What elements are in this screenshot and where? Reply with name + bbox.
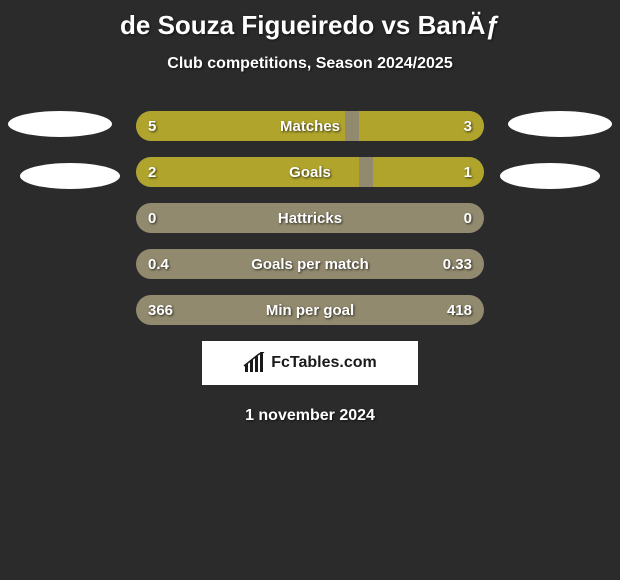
stat-value-left: 5 <box>148 111 156 141</box>
stat-label: Min per goal <box>136 295 484 325</box>
stat-label: Hattricks <box>136 203 484 233</box>
stat-value-right: 3 <box>464 111 472 141</box>
stat-value-right: 418 <box>447 295 472 325</box>
date-label: 1 november 2024 <box>0 407 620 425</box>
stat-row: Goals2 1 <box>0 157 620 187</box>
stat-row: Matches5 3 <box>0 111 620 141</box>
stat-row: Goals per match0.4 0.33 <box>0 249 620 279</box>
stat-label: Goals per match <box>136 249 484 279</box>
stat-value-left: 0.4 <box>148 249 169 279</box>
stat-value-left: 366 <box>148 295 173 325</box>
stat-label: Matches <box>136 111 484 141</box>
logo-text: FcTables.com <box>271 354 377 372</box>
stat-row: Min per goal366 418 <box>0 295 620 325</box>
page-title: de Souza Figueiredo vs BanÄƒ <box>0 0 620 41</box>
stat-row: Hattricks0 0 <box>0 203 620 233</box>
stats-area: Matches5 3 Goals2 1 Hattricks0 0 Goals per mat… <box>0 111 620 325</box>
bar-chart-icon <box>243 352 265 374</box>
stat-bar-track: Goals <box>136 157 484 187</box>
stat-bar-track: Goals per match <box>136 249 484 279</box>
stat-value-right: 1 <box>464 157 472 187</box>
fctables-logo[interactable]: FcTables.com <box>202 341 418 385</box>
page-subtitle: Club competitions, Season 2024/2025 <box>0 55 620 73</box>
stat-value-right: 0 <box>464 203 472 233</box>
stat-bar-track: Min per goal <box>136 295 484 325</box>
stat-bar-track: Hattricks <box>136 203 484 233</box>
stat-value-left: 0 <box>148 203 156 233</box>
stat-value-right: 0.33 <box>443 249 472 279</box>
stat-value-left: 2 <box>148 157 156 187</box>
comparison-widget: de Souza Figueiredo vs BanÄƒ Club compet… <box>0 0 620 580</box>
stat-label: Goals <box>136 157 484 187</box>
stat-bar-track: Matches <box>136 111 484 141</box>
